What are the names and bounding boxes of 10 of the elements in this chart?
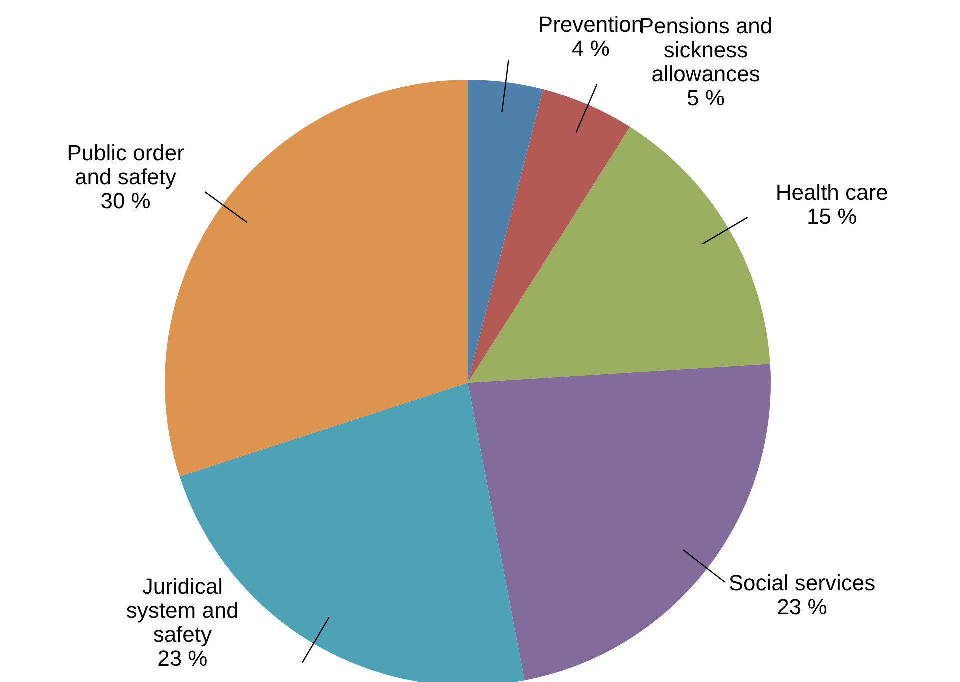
data-label: 23 % <box>158 646 208 671</box>
slice-label: Public order and safety <box>67 140 184 190</box>
data-label: 23 % <box>777 594 828 620</box>
data-label: 15 % <box>807 204 858 229</box>
data-label: 4 % <box>572 36 610 61</box>
data-label: 5 % <box>687 86 725 111</box>
data-label: 30 % <box>100 188 151 214</box>
slice-label: Health care <box>776 180 888 205</box>
slice-label: Juridical system and safety <box>126 574 239 647</box>
slice-label: Social services <box>728 570 876 596</box>
